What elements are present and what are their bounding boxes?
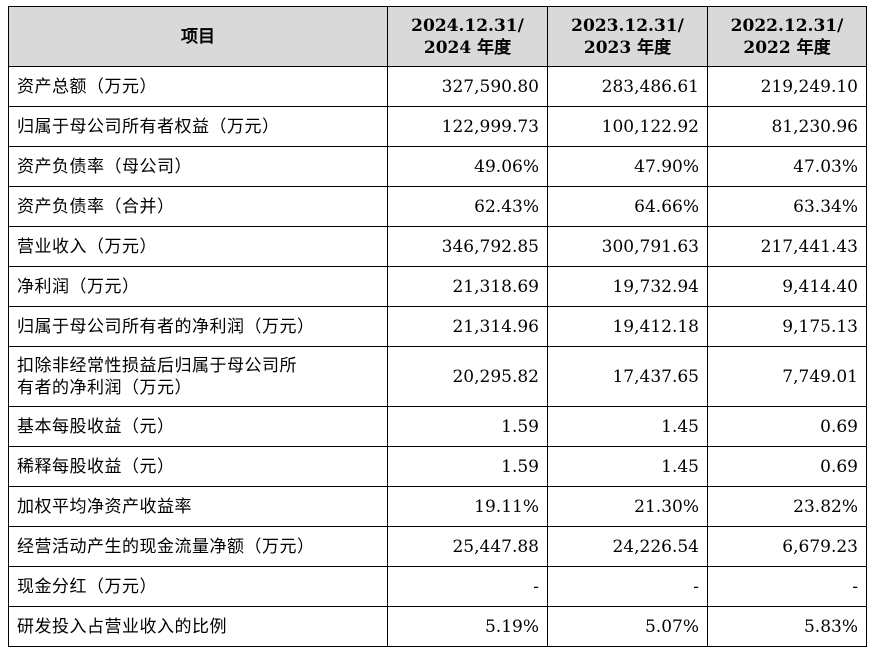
- row-item: 资产负债率（母公司）: [8, 146, 388, 187]
- row-value-2024: 5.19%: [387, 606, 548, 647]
- row-value-2022: 47.03%: [707, 146, 867, 187]
- row-value-2022: 217,441.43: [707, 226, 867, 267]
- header-col-2024-line1: 2024.12.31/: [411, 15, 524, 36]
- row-value-2023: 21.30%: [547, 486, 708, 527]
- row-value-2022: 9,175.13: [707, 306, 867, 347]
- row-value-2024: 1.59: [387, 406, 548, 447]
- row-value-2023: 300,791.63: [547, 226, 708, 267]
- table-row: 扣除非经常性损益后归属于母公司所 有者的净利润（万元） 20,295.82 17…: [8, 346, 867, 407]
- row-item: 归属于母公司所有者的净利润（万元）: [8, 306, 388, 347]
- row-item: 加权平均净资产收益率: [8, 486, 388, 527]
- row-item: 资产负债率（合并）: [8, 186, 388, 227]
- row-item: 营业收入（万元）: [8, 226, 388, 267]
- table-row: 研发投入占营业收入的比例 5.19% 5.07% 5.83%: [8, 606, 867, 647]
- row-value-2023: 17,437.65: [547, 346, 708, 407]
- row-item: 扣除非经常性损益后归属于母公司所 有者的净利润（万元）: [8, 346, 388, 407]
- header-col-2023: 2023.12.31/ 2023 年度: [547, 6, 708, 67]
- row-item: 归属于母公司所有者权益（万元）: [8, 106, 388, 147]
- row-value-2023: 24,226.54: [547, 526, 708, 567]
- row-value-2023: -: [547, 566, 708, 607]
- row-item: 研发投入占营业收入的比例: [8, 606, 388, 647]
- row-value-2022: 23.82%: [707, 486, 867, 527]
- table-row: 资产总额（万元） 327,590.80 283,486.61 219,249.1…: [8, 66, 867, 107]
- row-item-line2: 有者的净利润（万元）: [17, 377, 192, 398]
- table-row: 营业收入（万元） 346,792.85 300,791.63 217,441.4…: [8, 226, 867, 267]
- table-row: 净利润（万元） 21,318.69 19,732.94 9,414.40: [8, 266, 867, 307]
- row-value-2024: 49.06%: [387, 146, 548, 187]
- table-row: 归属于母公司所有者的净利润（万元） 21,314.96 19,412.18 9,…: [8, 306, 867, 347]
- table-row: 现金分红（万元） - - -: [8, 566, 867, 607]
- row-value-2024: 21,318.69: [387, 266, 548, 307]
- row-value-2024: 327,590.80: [387, 66, 548, 107]
- row-item: 经营活动产生的现金流量净额（万元）: [8, 526, 388, 567]
- row-value-2022: 0.69: [707, 406, 867, 447]
- row-value-2022: -: [707, 566, 867, 607]
- row-value-2022: 6,679.23: [707, 526, 867, 567]
- row-value-2024: 25,447.88: [387, 526, 548, 567]
- row-value-2023: 100,122.92: [547, 106, 708, 147]
- row-value-2023: 19,412.18: [547, 306, 708, 347]
- financial-data-table: 项目 2024.12.31/ 2024 年度 2023.12.31/ 2023 …: [8, 6, 867, 647]
- table-body: 资产总额（万元） 327,590.80 283,486.61 219,249.1…: [8, 66, 867, 647]
- row-item-line1: 扣除非经常性损益后归属于母公司所: [17, 355, 297, 376]
- row-value-2022: 0.69: [707, 446, 867, 487]
- table-row: 归属于母公司所有者权益（万元） 122,999.73 100,122.92 81…: [8, 106, 867, 147]
- table-row: 加权平均净资产收益率 19.11% 21.30% 23.82%: [8, 486, 867, 527]
- row-value-2024: 1.59: [387, 446, 548, 487]
- row-item: 资产总额（万元）: [8, 66, 388, 107]
- row-value-2022: 9,414.40: [707, 266, 867, 307]
- row-value-2024: 62.43%: [387, 186, 548, 227]
- row-value-2024: 21,314.96: [387, 306, 548, 347]
- row-value-2023: 64.66%: [547, 186, 708, 227]
- row-value-2023: 1.45: [547, 446, 708, 487]
- row-value-2022: 5.83%: [707, 606, 867, 647]
- row-item: 基本每股收益（元）: [8, 406, 388, 447]
- header-col-2024-line2: 2024 年度: [423, 37, 512, 58]
- row-value-2024: -: [387, 566, 548, 607]
- row-value-2023: 5.07%: [547, 606, 708, 647]
- row-value-2023: 1.45: [547, 406, 708, 447]
- row-value-2022: 63.34%: [707, 186, 867, 227]
- header-col-2022: 2022.12.31/ 2022 年度: [707, 6, 867, 67]
- table-row: 资产负债率（合并） 62.43% 64.66% 63.34%: [8, 186, 867, 227]
- table-header: 项目 2024.12.31/ 2024 年度 2023.12.31/ 2023 …: [8, 6, 867, 67]
- row-value-2024: 20,295.82: [387, 346, 548, 407]
- header-col-2023-line1: 2023.12.31/: [571, 15, 684, 36]
- header-row: 项目 2024.12.31/ 2024 年度 2023.12.31/ 2023 …: [8, 6, 867, 67]
- header-col-2024: 2024.12.31/ 2024 年度: [387, 6, 548, 67]
- row-item: 现金分红（万元）: [8, 566, 388, 607]
- table-row: 基本每股收益（元） 1.59 1.45 0.69: [8, 406, 867, 447]
- row-value-2024: 19.11%: [387, 486, 548, 527]
- row-item: 净利润（万元）: [8, 266, 388, 307]
- table-row: 稀释每股收益（元） 1.59 1.45 0.69: [8, 446, 867, 487]
- table-row: 经营活动产生的现金流量净额（万元） 25,447.88 24,226.54 6,…: [8, 526, 867, 567]
- row-value-2023: 19,732.94: [547, 266, 708, 307]
- header-col-2022-line2: 2022 年度: [743, 37, 831, 58]
- table-row: 资产负债率（母公司） 49.06% 47.90% 47.03%: [8, 146, 867, 187]
- header-item: 项目: [8, 6, 388, 67]
- header-col-2023-line2: 2023 年度: [583, 37, 672, 58]
- row-value-2023: 283,486.61: [547, 66, 708, 107]
- row-value-2024: 346,792.85: [387, 226, 548, 267]
- row-item: 稀释每股收益（元）: [8, 446, 388, 487]
- row-value-2022: 219,249.10: [707, 66, 867, 107]
- row-value-2022: 81,230.96: [707, 106, 867, 147]
- row-value-2023: 47.90%: [547, 146, 708, 187]
- row-value-2024: 122,999.73: [387, 106, 548, 147]
- row-value-2022: 7,749.01: [707, 346, 867, 407]
- header-col-2022-line1: 2022.12.31/: [730, 15, 844, 36]
